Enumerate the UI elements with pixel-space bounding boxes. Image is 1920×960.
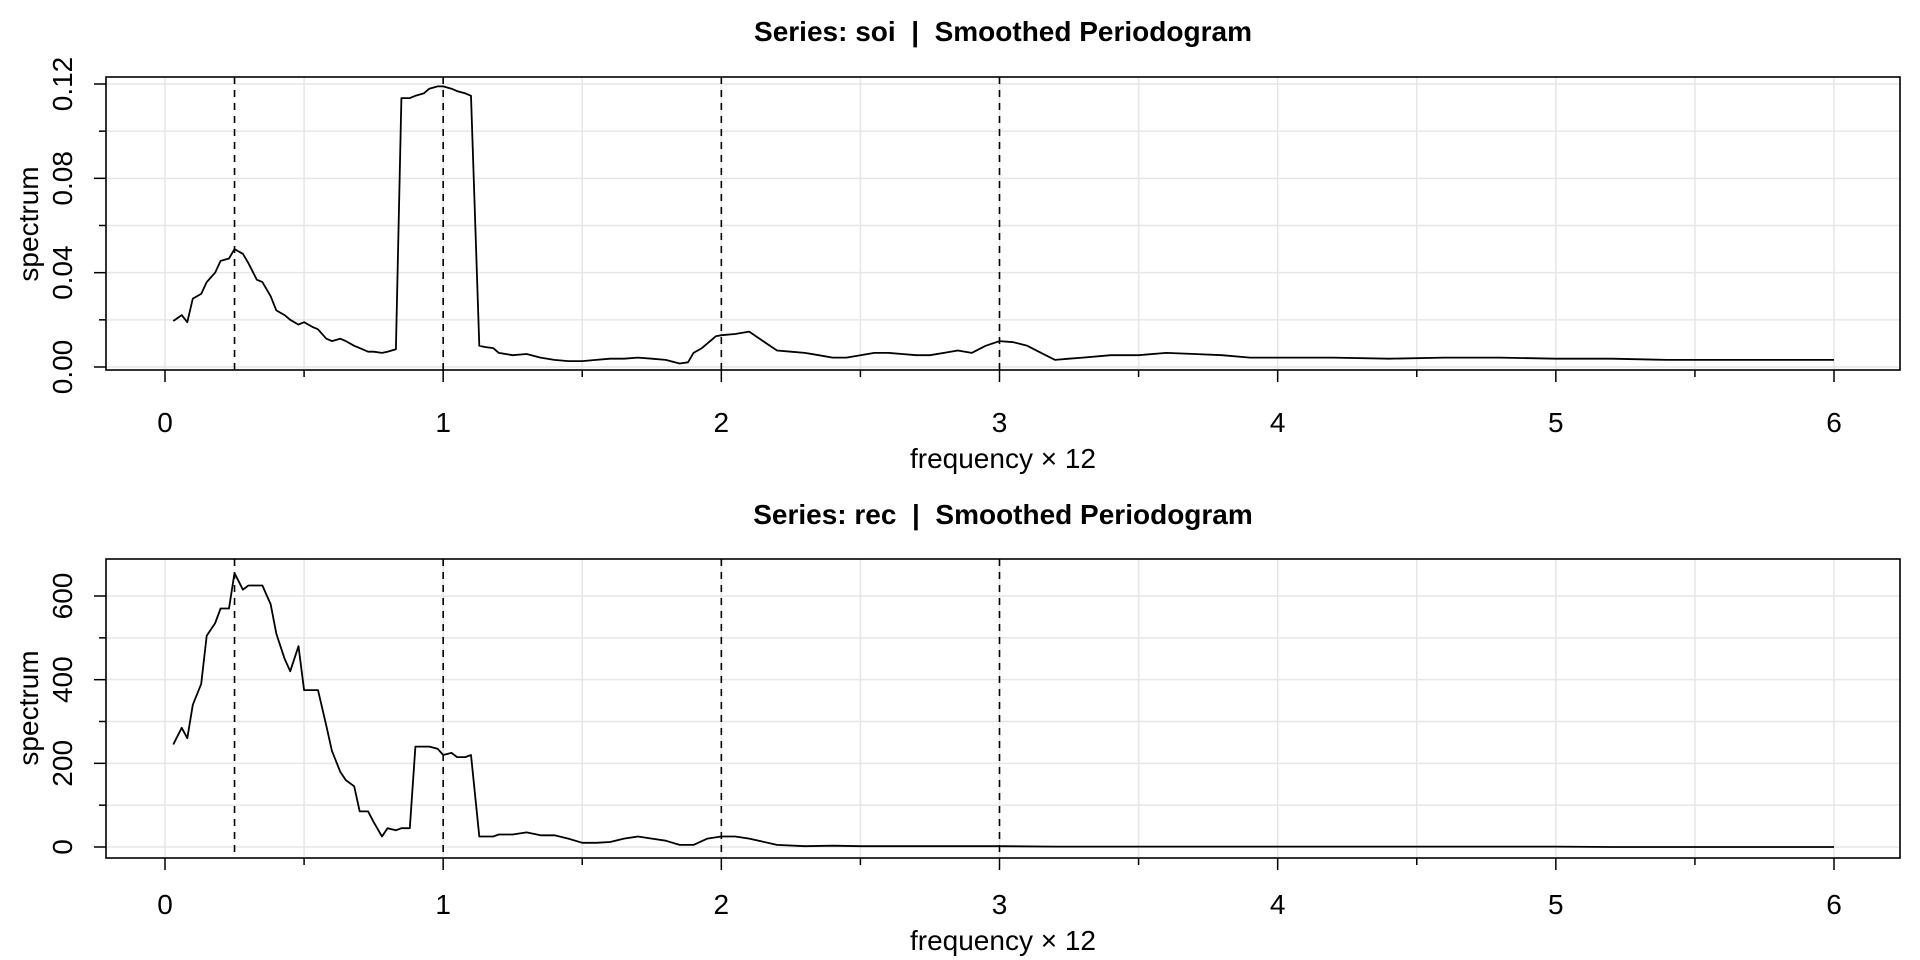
x-tick-label: 2 xyxy=(714,407,730,438)
y-axis-label: spectrum xyxy=(13,650,44,765)
x-axis-label: frequency × 12 xyxy=(910,925,1096,956)
x-tick-label: 3 xyxy=(992,889,1008,920)
x-axis-label: frequency × 12 xyxy=(910,443,1096,474)
x-tick-label: 4 xyxy=(1270,407,1286,438)
reference-lines xyxy=(233,559,1001,858)
x-tick-label: 6 xyxy=(1826,889,1842,920)
x-tick-label: 1 xyxy=(435,407,451,438)
y-axis-label: spectrum xyxy=(13,166,44,281)
x-tick-label: 0 xyxy=(157,407,173,438)
y-tick-label: 200 xyxy=(47,740,78,787)
grid xyxy=(106,559,1900,858)
plot-frame xyxy=(105,76,1901,371)
y-tick-label: 400 xyxy=(47,656,78,703)
y-tick-label: 0.04 xyxy=(47,245,78,300)
chart-title: Series: soi | Smoothed Periodogram xyxy=(754,16,1252,47)
x-tick-label: 0 xyxy=(157,889,173,920)
panel-rec: Series: rec | Smoothed Periodogram 0 1 2 3 4… xyxy=(13,499,1901,956)
y-axis: 0 200 400 600 xyxy=(47,573,106,855)
x-tick-label: 1 xyxy=(435,889,451,920)
x-tick-label: 4 xyxy=(1270,889,1286,920)
x-axis: 0 1 2 3 4 5 6 xyxy=(157,370,1842,438)
x-tick-label: 6 xyxy=(1826,407,1842,438)
grid xyxy=(106,77,1900,370)
y-tick-label: 0.00 xyxy=(47,340,78,395)
y-tick-label: 0.08 xyxy=(47,151,78,206)
series-line xyxy=(172,572,1834,848)
x-tick-label: 3 xyxy=(992,407,1008,438)
x-tick-label: 2 xyxy=(714,889,730,920)
plot-frame xyxy=(105,558,1901,859)
x-axis: 0 1 2 3 4 5 6 xyxy=(157,858,1842,920)
series-line xyxy=(172,85,1834,365)
y-tick-label: 0 xyxy=(47,839,78,855)
x-tick-label: 5 xyxy=(1548,407,1564,438)
y-tick-label: 0.12 xyxy=(47,57,78,112)
chart-title: Series: rec | Smoothed Periodogram xyxy=(753,499,1253,530)
reference-lines xyxy=(233,77,1001,370)
y-tick-label: 600 xyxy=(47,573,78,620)
y-axis: 0.00 0.04 0.08 0.12 xyxy=(47,57,106,395)
x-tick-label: 5 xyxy=(1548,889,1564,920)
panel-soi: Series: soi | Smoothed Periodogram 0 1 2 3 4… xyxy=(13,16,1901,474)
